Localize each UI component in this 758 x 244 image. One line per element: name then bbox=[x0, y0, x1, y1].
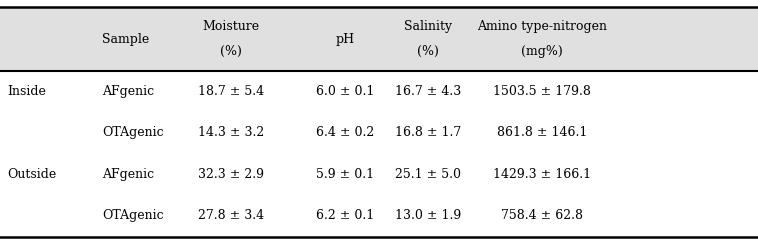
Text: Inside: Inside bbox=[8, 85, 46, 98]
Text: 1503.5 ± 179.8: 1503.5 ± 179.8 bbox=[493, 85, 591, 98]
Text: 25.1 ± 5.0: 25.1 ± 5.0 bbox=[395, 168, 462, 181]
Text: 32.3 ± 2.9: 32.3 ± 2.9 bbox=[198, 168, 265, 181]
Text: pH: pH bbox=[335, 32, 355, 46]
Text: 758.4 ± 62.8: 758.4 ± 62.8 bbox=[501, 209, 583, 223]
Text: OTAgenic: OTAgenic bbox=[102, 126, 164, 140]
Text: 6.4 ± 0.2: 6.4 ± 0.2 bbox=[316, 126, 374, 140]
Text: Amino type-nitrogen: Amino type-nitrogen bbox=[477, 20, 607, 33]
Text: 27.8 ± 3.4: 27.8 ± 3.4 bbox=[198, 209, 265, 223]
Text: Moisture: Moisture bbox=[202, 20, 260, 33]
Text: 16.7 ± 4.3: 16.7 ± 4.3 bbox=[395, 85, 462, 98]
Text: 1429.3 ± 166.1: 1429.3 ± 166.1 bbox=[493, 168, 591, 181]
Text: Salinity: Salinity bbox=[404, 20, 453, 33]
Text: Outside: Outside bbox=[8, 168, 57, 181]
Text: AFgenic: AFgenic bbox=[102, 168, 155, 181]
Text: Sample: Sample bbox=[102, 32, 149, 46]
Text: 14.3 ± 3.2: 14.3 ± 3.2 bbox=[198, 126, 265, 140]
Text: 5.9 ± 0.1: 5.9 ± 0.1 bbox=[316, 168, 374, 181]
Text: (%): (%) bbox=[418, 45, 439, 58]
Text: (%): (%) bbox=[221, 45, 242, 58]
Bar bbox=[0, 7, 758, 71]
Text: 861.8 ± 146.1: 861.8 ± 146.1 bbox=[496, 126, 587, 140]
Text: (mg%): (mg%) bbox=[521, 45, 563, 58]
Text: 16.8 ± 1.7: 16.8 ± 1.7 bbox=[395, 126, 462, 140]
Text: 6.2 ± 0.1: 6.2 ± 0.1 bbox=[316, 209, 374, 223]
Text: AFgenic: AFgenic bbox=[102, 85, 155, 98]
Text: OTAgenic: OTAgenic bbox=[102, 209, 164, 223]
Text: 18.7 ± 5.4: 18.7 ± 5.4 bbox=[198, 85, 265, 98]
Text: 6.0 ± 0.1: 6.0 ± 0.1 bbox=[315, 85, 374, 98]
Text: 13.0 ± 1.9: 13.0 ± 1.9 bbox=[395, 209, 462, 223]
